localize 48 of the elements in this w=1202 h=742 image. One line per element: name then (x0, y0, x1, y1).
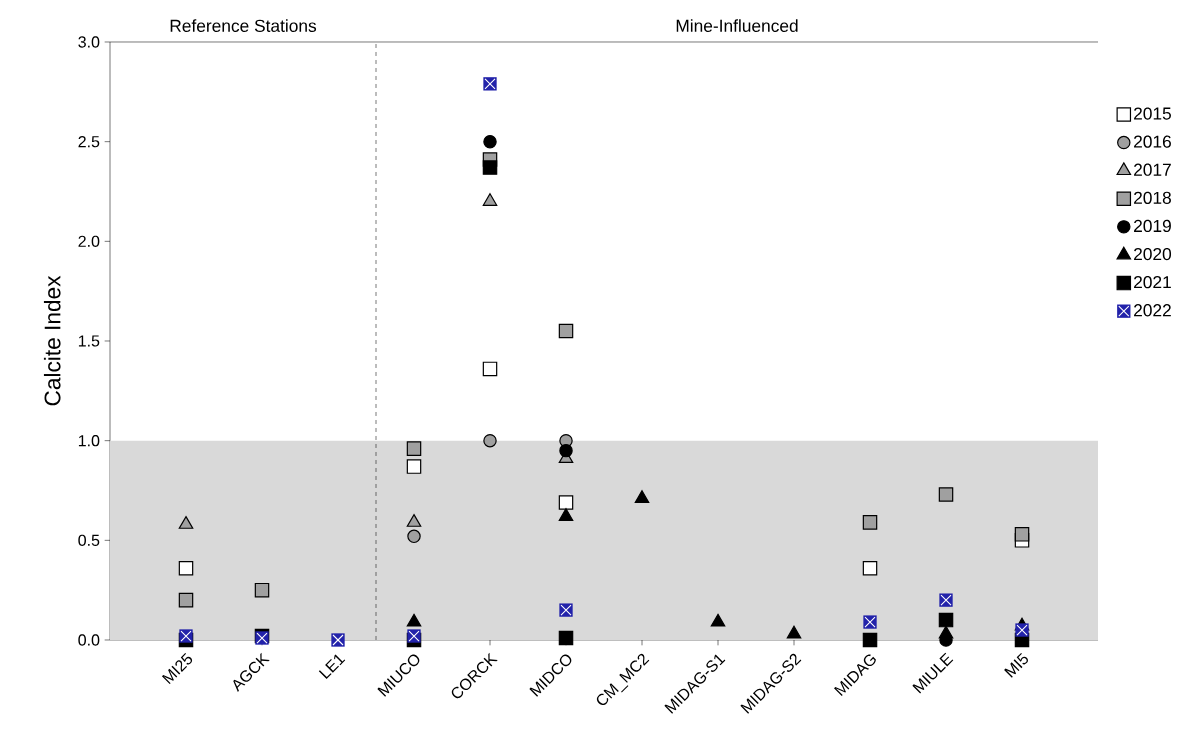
y-tick-label: 0.0 (78, 634, 100, 646)
point (862, 632, 878, 648)
y-tick-label: 0.5 (78, 534, 100, 546)
legend-label: 2015 (1134, 107, 1171, 120)
legend-label: 2018 (1134, 191, 1171, 204)
point (483, 433, 497, 448)
point (862, 560, 878, 576)
point (482, 193, 498, 206)
point (786, 625, 802, 639)
point (938, 625, 954, 639)
point (1014, 527, 1030, 542)
point (178, 516, 194, 529)
x-tick-label: MI5 (1004, 652, 1028, 678)
legend-label: 2019 (1134, 219, 1171, 233)
point (862, 515, 878, 530)
y-tick-label: 2.5 (78, 136, 100, 148)
y-tick-label: 2.0 (78, 235, 100, 247)
text: Reference Stations (170, 19, 317, 32)
x-tick-label: LE1 (318, 654, 346, 679)
legend-label: 2016 (1134, 135, 1171, 148)
point (254, 582, 270, 598)
legend-label: 2021 (1134, 276, 1171, 289)
point (938, 487, 954, 502)
y-tick-label: 3.0 (78, 36, 100, 48)
y-axis-title: Calcite Index (43, 275, 61, 406)
point (406, 613, 422, 627)
y-tick-label: 1.5 (78, 335, 100, 347)
legend-label: 2017 (1134, 163, 1171, 176)
point (483, 134, 497, 149)
point (710, 613, 726, 627)
point (178, 560, 194, 576)
y-tick-label: 1.0 (78, 435, 100, 447)
text: Mine-Influenced (676, 19, 798, 32)
point (558, 495, 574, 510)
legend-label: 2022 (1134, 304, 1171, 317)
point (406, 441, 422, 456)
point (634, 490, 650, 503)
point (406, 514, 422, 527)
point (938, 612, 954, 628)
point (407, 529, 421, 544)
point (559, 443, 573, 458)
point (558, 323, 574, 339)
point (558, 508, 574, 521)
point (178, 592, 194, 608)
point (406, 459, 422, 474)
point (482, 160, 498, 175)
legend-label: 2020 (1134, 247, 1172, 261)
point (558, 630, 574, 646)
